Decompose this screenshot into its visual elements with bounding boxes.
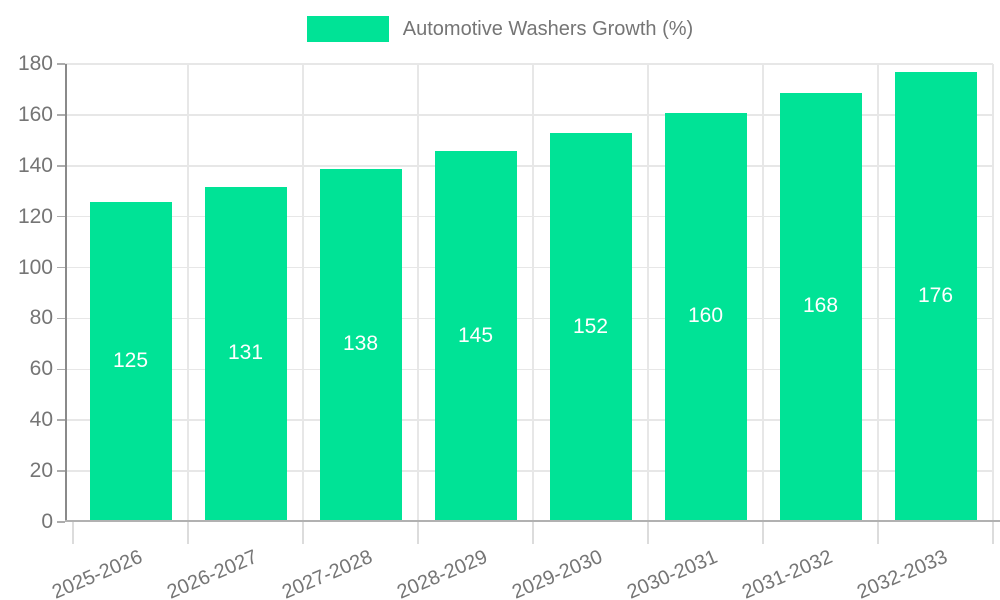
bar-value-label: 152: [572, 314, 609, 338]
y-tick: [57, 521, 65, 523]
gridline-horizontal: [65, 165, 993, 167]
legend-label[interactable]: Automotive Washers Growth (%): [402, 17, 694, 40]
bar[interactable]: 138: [319, 168, 402, 520]
gridline-vertical: [762, 64, 764, 522]
x-axis-category-label: 2026-2027: [163, 545, 261, 600]
gridline-vertical: [532, 64, 534, 522]
gridline-vertical: [647, 64, 649, 522]
x-tick: [532, 522, 534, 544]
bar-value-label: 145: [457, 323, 494, 347]
gridline-horizontal: [65, 114, 993, 116]
x-axis-category-label: 2032-2033: [853, 545, 951, 600]
x-axis-category-label: 2025-2026: [48, 545, 146, 600]
gridline-horizontal: [65, 266, 993, 269]
y-axis-tick-label: 140: [17, 153, 53, 177]
gridline-horizontal: [65, 470, 993, 472]
y-axis-tick-label: 60: [29, 357, 53, 381]
x-tick: [992, 522, 994, 544]
gridline-horizontal: [65, 317, 993, 320]
y-axis-tick-label: 160: [17, 102, 53, 126]
legend-swatch[interactable]: [306, 16, 389, 42]
y-axis-tick-label: 0: [41, 510, 53, 533]
y-axis-tick-label: 180: [17, 52, 53, 75]
y-axis-tick-label: 20: [29, 459, 53, 483]
gridline-vertical: [992, 64, 994, 522]
bar[interactable]: 131: [204, 186, 287, 520]
x-axis-category-label: 2030-2031: [623, 545, 721, 600]
y-tick: [57, 470, 65, 472]
x-axis-category-label: 2027-2028: [278, 545, 376, 600]
gridline-vertical: [417, 64, 419, 522]
y-tick: [57, 63, 65, 65]
x-tick: [417, 522, 419, 544]
bar[interactable]: 176: [894, 72, 977, 520]
gridline-vertical: [877, 64, 879, 522]
y-tick: [57, 317, 65, 320]
bar[interactable]: 160: [664, 112, 747, 520]
y-tick: [57, 165, 65, 167]
y-tick: [57, 215, 65, 218]
y-tick: [57, 368, 65, 371]
bar[interactable]: 125: [89, 201, 172, 520]
y-axis-tick-label: 40: [29, 408, 53, 432]
y-tick: [57, 114, 65, 116]
bar-value-label: 168: [802, 294, 839, 318]
gridline-vertical: [302, 64, 304, 522]
legend: Automotive Washers Growth (%): [0, 16, 1000, 42]
bar-value-label: 138: [342, 332, 379, 356]
y-tick: [57, 266, 65, 269]
gridline-horizontal: [65, 368, 993, 371]
gridline-vertical: [187, 64, 189, 522]
x-tick: [647, 522, 649, 544]
bar[interactable]: 168: [779, 92, 862, 520]
x-axis-category-label: 2031-2032: [738, 545, 836, 600]
bar[interactable]: 145: [434, 151, 517, 520]
x-tick: [72, 522, 74, 544]
y-axis-line: [65, 64, 67, 522]
x-tick: [877, 522, 879, 544]
bar-value-label: 176: [917, 284, 954, 308]
plot-inner: 125 2025-2026 131 2026-2027 138 2027-2028 145 2…: [49, 64, 994, 600]
y-tick: [57, 419, 65, 421]
x-tick: [302, 522, 304, 544]
bar-value-label: 131: [227, 341, 264, 365]
bar-value-label: 125: [112, 348, 149, 372]
x-axis-category-label: 2028-2029: [393, 545, 491, 600]
gridline-horizontal: [65, 215, 993, 218]
gridline-horizontal: [65, 419, 993, 421]
y-axis-tick-label: 100: [17, 255, 53, 279]
x-tick: [762, 522, 764, 544]
x-axis-category-label: 2029-2030: [508, 545, 606, 600]
y-axis-tick-label: 120: [17, 204, 53, 228]
plot-area: 125 2025-2026 131 2026-2027 138 2027-2028 145 2…: [49, 63, 1000, 600]
y-axis-tick-label: 80: [29, 306, 53, 330]
x-axis-line: [65, 520, 1000, 522]
x-tick: [187, 522, 189, 544]
gridline-horizontal: [65, 63, 993, 65]
bar-value-label: 160: [687, 304, 724, 328]
bar[interactable]: 152: [549, 133, 632, 520]
